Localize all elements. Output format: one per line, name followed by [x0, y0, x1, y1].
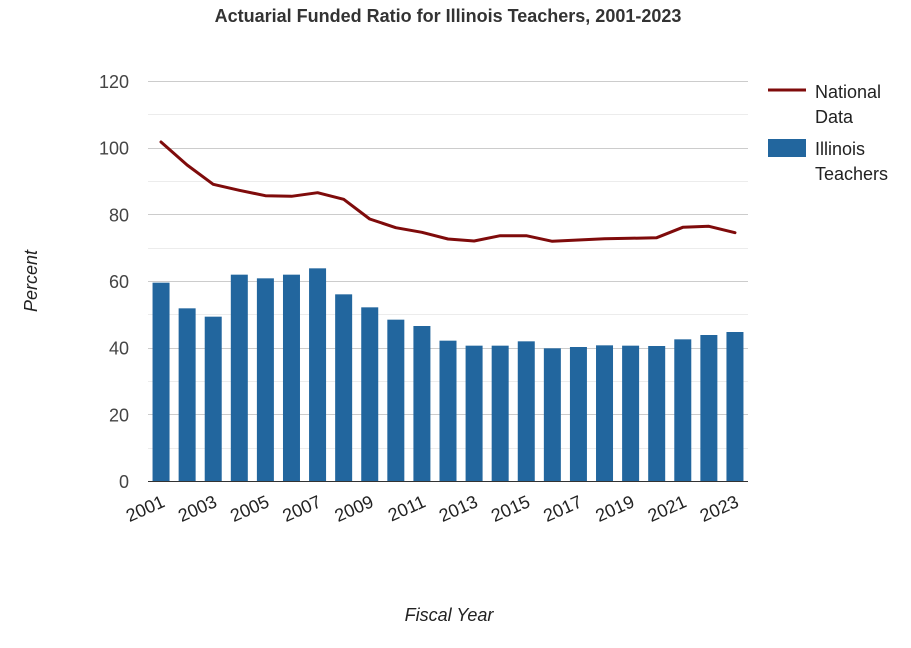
- x-tick-label: 2017: [540, 491, 585, 526]
- bar-2012: [439, 340, 457, 481]
- x-tick-label: 2021: [645, 491, 690, 526]
- chart-title: Actuarial Funded Ratio for Illinois Teac…: [215, 6, 682, 26]
- point-2009: [368, 217, 371, 221]
- bar-2019: [622, 345, 640, 481]
- point-2016: [551, 240, 554, 243]
- bar-2008: [335, 294, 353, 481]
- x-tick-label: 2003: [175, 491, 220, 526]
- bar-2013: [465, 345, 483, 481]
- point-2014: [498, 234, 502, 237]
- line-series: [159, 140, 737, 243]
- y-axis-ticks: 0 20 40 60 80 100 120: [99, 72, 129, 492]
- y-tick-label: 80: [109, 205, 129, 225]
- bar-2016: [543, 348, 561, 481]
- bar-2005: [256, 278, 274, 481]
- bar-2020: [648, 346, 666, 481]
- bar-2022: [700, 335, 718, 481]
- point-2022: [707, 225, 711, 228]
- bar-2010: [387, 319, 405, 481]
- y-tick-label: 40: [109, 339, 129, 359]
- x-tick-label: 2019: [593, 491, 638, 526]
- point-2018: [603, 237, 606, 240]
- x-tick-label: 2015: [488, 491, 533, 526]
- x-axis-label: Fiscal Year: [405, 605, 495, 625]
- point-2017: [577, 238, 580, 242]
- y-tick-label: 20: [109, 405, 129, 425]
- point-2011: [420, 231, 424, 234]
- x-tick-label: 2005: [227, 491, 272, 526]
- point-2012: [446, 237, 450, 241]
- legend-label-illinois-teachers: Illinois: [815, 139, 865, 159]
- point-2006: [290, 195, 293, 198]
- legend-label-illinois-teachers: Teachers: [815, 164, 888, 184]
- point-2021: [681, 226, 684, 229]
- bar-2015: [517, 341, 535, 481]
- point-2004: [238, 189, 241, 192]
- grid-lines: [148, 81, 748, 449]
- bar-2009: [361, 307, 379, 481]
- legend-label-national-data: National: [815, 82, 881, 102]
- point-2019: [629, 237, 632, 240]
- point-2001: [159, 140, 163, 144]
- bar-2017: [569, 347, 587, 481]
- point-2008: [342, 198, 345, 201]
- bar-2018: [596, 345, 614, 481]
- point-2010: [394, 226, 398, 229]
- y-tick-label: 100: [99, 139, 129, 159]
- y-tick-label: 120: [99, 72, 129, 92]
- bar-2001: [152, 282, 170, 481]
- bar-2011: [413, 326, 431, 481]
- bar-2004: [230, 274, 248, 481]
- line-national-data: [159, 140, 737, 243]
- bar-2006: [282, 274, 300, 481]
- x-tick-label: 2007: [279, 491, 324, 526]
- bar-2023: [726, 332, 744, 481]
- point-2002: [185, 163, 189, 167]
- bar-series: [152, 268, 744, 481]
- x-tick-label: 2001: [123, 491, 168, 526]
- bar-2014: [491, 345, 509, 481]
- x-axis-ticks: 2001 2003 2005 2007 2009 2011 2013 2015 2017 2019…: [123, 491, 742, 526]
- bar-2002: [178, 308, 196, 481]
- point-2013: [472, 239, 476, 243]
- x-tick-label: 2011: [385, 491, 429, 525]
- point-2005: [264, 194, 267, 197]
- x-tick-label: 2009: [332, 491, 377, 526]
- x-tick-label: 2023: [697, 491, 742, 526]
- point-2007: [316, 191, 319, 194]
- legend-label-national-data: Data: [815, 107, 854, 127]
- y-axis-label: Percent: [21, 249, 41, 312]
- bar-2021: [674, 339, 692, 481]
- point-2023: [733, 231, 737, 234]
- point-2020: [655, 236, 658, 239]
- x-tick-label: 2013: [436, 491, 481, 526]
- y-tick-label: 60: [109, 272, 129, 292]
- legend: National Data Illinois Teachers: [768, 82, 888, 184]
- point-2003: [212, 183, 215, 186]
- y-tick-label: 0: [119, 472, 129, 492]
- bar-2003: [204, 316, 222, 481]
- legend-bar-swatch: [768, 139, 806, 157]
- bar-2007: [309, 268, 327, 481]
- point-2015: [525, 234, 528, 237]
